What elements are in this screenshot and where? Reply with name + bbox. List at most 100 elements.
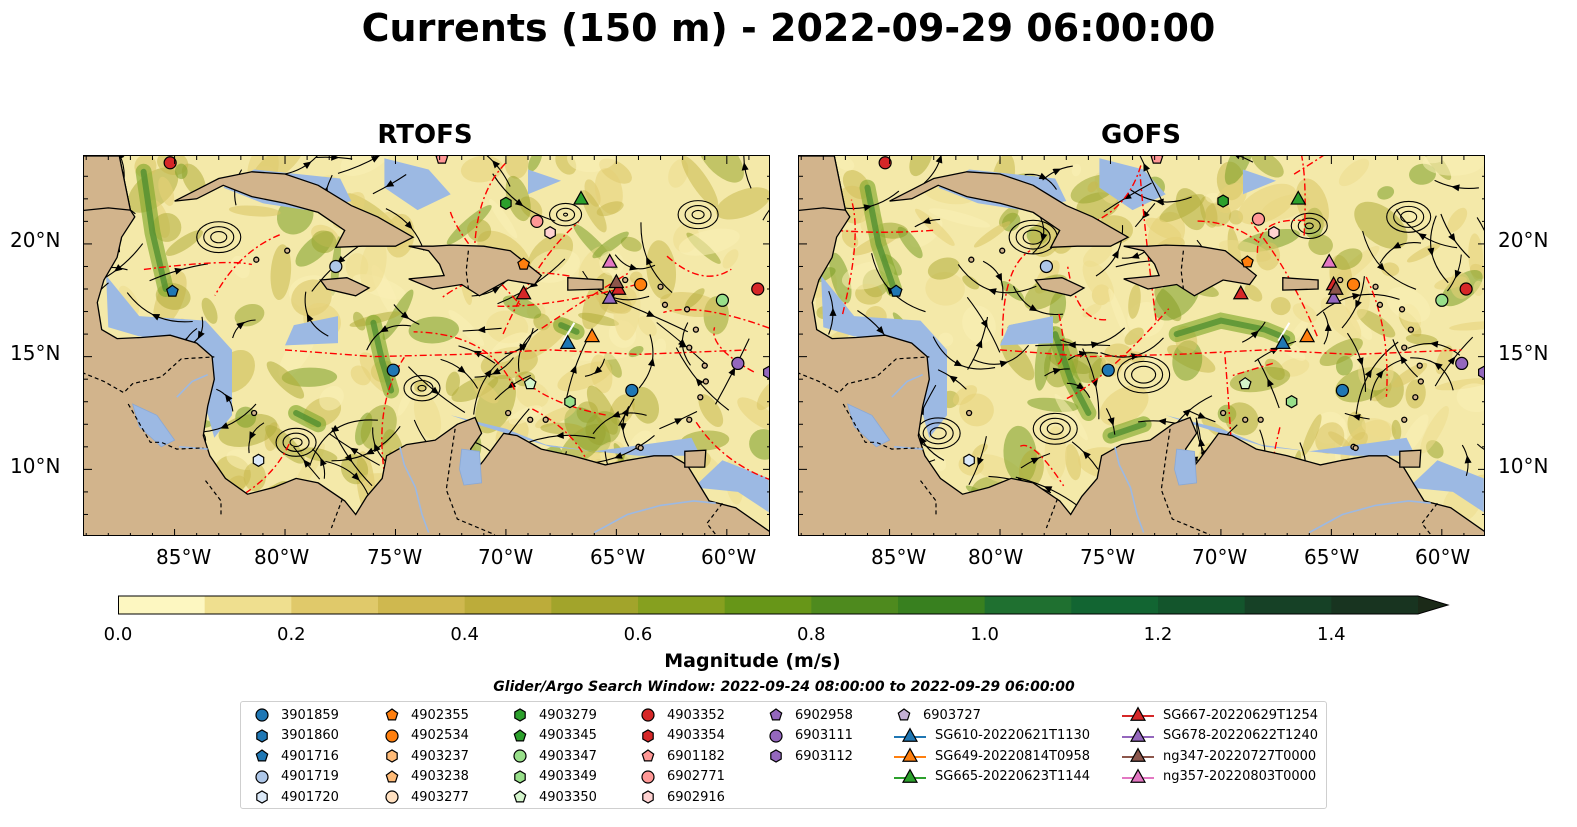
legend-item: 6902916 [637,787,725,807]
glider-marker [1299,327,1316,343]
glider-marker [584,327,601,343]
argo-float-marker [878,156,892,170]
glider-track [1277,322,1291,342]
legend-label: SG678-20220622T1240 [1163,728,1319,743]
legend-item: 4903349 [509,767,597,787]
legend-item: 4903345 [509,726,597,746]
float-marker-icon [769,708,783,721]
colorbar-segment [204,596,292,614]
legend-label: 6902916 [667,789,725,805]
colorbar-segment [1071,596,1159,614]
argo-float-marker [1268,226,1280,240]
float-marker-icon [641,708,655,722]
legend-item: SG678-20220622T1240 [1121,726,1318,746]
argo-float-marker [1238,376,1252,390]
x-tick-label-rtofs: 85°W [156,545,212,569]
legend-label: 4903238 [411,769,469,784]
legend-label: 6903111 [795,728,853,743]
legend-item: 6903111 [765,726,853,746]
colorbar-tick-label: 0.0 [103,624,133,645]
glider-marker [1274,334,1291,349]
panel-title-gofs: GOFS [1101,120,1181,150]
legend-item: 4903350 [509,787,597,807]
lakes [846,403,1198,486]
float-marker-icon [513,749,527,763]
legend-label: 4903347 [539,748,597,764]
y-tick-label-right: 20°N [1498,228,1549,252]
float-marker-icon [255,708,269,722]
float-marker-icon [641,769,655,784]
glider-marker [601,289,618,304]
colorbar-tick-label: 1.2 [1143,624,1173,645]
legend-item: SG665-20220623T1144 [893,767,1090,787]
argo-float-marker [625,383,639,398]
colorbar-outline [118,595,1450,615]
legend-label: 4903349 [539,769,597,784]
map-panel-gofs[interactable] [798,155,1485,536]
legend-label: 6903727 [923,707,981,723]
legend-item: SG649-20220814T0958 [893,746,1090,766]
y-tick-label-left: 20°N [10,228,61,252]
glider-triangle-icon [1122,747,1154,762]
legend-item: ng347-20220727T0000 [1121,746,1316,766]
colorbar-tick-label: 0.6 [623,624,653,645]
argo-float-marker [544,226,556,240]
land-mass [84,156,769,535]
glider-marker [1232,284,1249,300]
float-marker-icon [385,728,399,743]
float-marker-icon [255,769,269,784]
legend-item: 6903112 [765,746,853,766]
rivers [891,373,1431,534]
legend-item: 6903727 [893,705,981,725]
argo-float-marker [1346,277,1361,292]
legend-item: 4902534 [381,726,469,746]
colorbar-segment [984,596,1072,614]
legend-item: SG667-20220629T1254 [1121,705,1318,725]
colorbar-segment [638,596,726,614]
colorbar-segment [551,596,639,614]
y-tick-label-left: 10°N [10,454,61,478]
float-marker-icon [514,708,526,722]
legend-label: SG649-20220814T0958 [935,748,1091,764]
float-marker-icon [385,769,399,782]
float-marker-icon [385,790,399,804]
colorbar-segment [1331,596,1419,614]
x-tick-label-gofs: 75°W [1080,545,1136,569]
legend-label: 6902771 [667,769,725,784]
colorbar-extend-arrow [1418,596,1448,614]
legend-item: 3901860 [251,726,339,746]
argo-float-marker [1435,293,1449,307]
legend-label: ng347-20220727T0000 [1163,748,1317,764]
glider-marker [1290,190,1307,205]
argo-float-marker [751,282,765,296]
colorbar-segment [724,596,812,614]
argo-float-marker [1150,156,1164,164]
float-marker-icon [386,749,398,763]
argo-float-marker [1240,255,1254,268]
glider-marker [1321,253,1338,268]
map-panel-rtofs[interactable] [83,155,770,536]
x-tick-label-gofs: 85°W [871,545,927,569]
legend-item: 4901720 [251,787,339,807]
legend-label: 4901716 [281,748,339,764]
legend-item: 6902958 [765,705,853,725]
argo-float-marker [1335,383,1350,398]
colorbar-tick-label: 1.4 [1317,624,1346,645]
glider-marker [1327,280,1344,295]
legend-item: 3901859 [251,705,339,725]
legend-item: 4901719 [251,767,339,787]
legend-item: SG610-20220621T1130 [893,726,1090,746]
legend-item: 4901716 [251,746,339,766]
glider-triangle-icon [1122,767,1154,783]
observation-markers [163,156,769,467]
argo-float-marker [1459,282,1473,296]
float-marker-icon [641,749,655,762]
figure-title: Currents (150 m) - 2022-09-29 06:00:00 [361,6,1216,50]
panel-title-rtofs: RTOFS [377,120,473,150]
argo-float-marker [715,293,730,307]
legend-item: 4903237 [381,746,469,766]
x-tick-label-rtofs: 75°W [367,545,423,569]
float-marker-icon [769,728,783,743]
argo-float-marker [1477,365,1484,380]
y-tick-label-right: 10°N [1498,454,1549,478]
